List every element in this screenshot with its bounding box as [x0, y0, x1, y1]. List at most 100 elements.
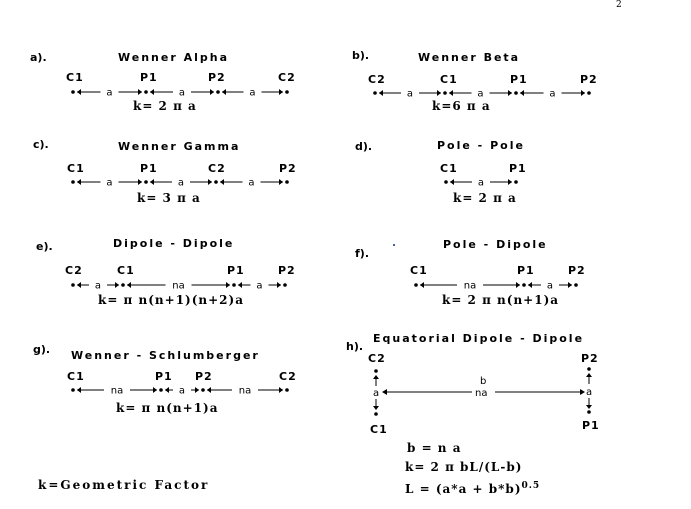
arrow-left-icon: [450, 179, 454, 185]
electrode-label: P2: [279, 162, 297, 175]
electrode-label: P2: [580, 73, 598, 86]
arrow-left-icon: [150, 89, 154, 95]
arrow-right-icon: [437, 90, 441, 96]
spacing-label: a: [478, 178, 484, 189]
electrode-label: C1: [67, 162, 85, 175]
electrode-dot: [444, 180, 448, 184]
electrode-dot: [285, 388, 289, 392]
equation-k: k= 2 π bL/(L-b): [405, 460, 523, 474]
arrow-right-icon: [516, 282, 520, 288]
panel-title: Pole - Pole: [437, 139, 525, 152]
electrode-dot: [374, 412, 378, 416]
arrow-right-icon: [279, 89, 283, 95]
arrow-left-icon: [127, 282, 131, 288]
arrow-right-icon: [508, 90, 512, 96]
arrow-right-icon: [568, 282, 572, 288]
electrode-dot: [121, 283, 125, 287]
electrode-label: P1: [510, 73, 528, 86]
electrode-dot: [514, 91, 518, 95]
spacing-label: a: [407, 89, 413, 100]
arrow-left-icon: [150, 179, 154, 185]
k-formula: k= 2 π n(n+1)a: [442, 293, 560, 307]
electrode-label: C2: [368, 73, 386, 86]
spacing-label: a: [178, 178, 184, 189]
panel-letter: f).: [355, 247, 369, 260]
electrode-dot: [443, 91, 447, 95]
panel-title: Wenner Beta: [418, 51, 521, 64]
electrode-label: P1: [155, 370, 173, 383]
arrow-left-icon: [77, 387, 81, 393]
k-formula: k= 3 π a: [137, 191, 201, 205]
arrow-right-icon: [208, 179, 212, 185]
electrode-dot: [216, 90, 220, 94]
electrode-dot: [522, 283, 526, 287]
spacing-label: a: [95, 281, 101, 292]
electrode-dot: [71, 180, 75, 184]
electrode-dot: [144, 90, 148, 94]
panel-title: Wenner - Schlumberger: [71, 349, 260, 362]
arrow-right-icon: [279, 387, 283, 393]
equation-l-exponent: 0.5: [521, 481, 541, 491]
electrode-label: C2: [208, 162, 226, 175]
electrode-label: C1: [440, 162, 458, 175]
panel-letter: d).: [355, 140, 373, 153]
arrow-left-icon: [449, 90, 453, 96]
spacing-label: na: [111, 386, 123, 397]
spacing-label: a: [249, 88, 255, 99]
panel-title: Pole - Dipole: [443, 238, 548, 251]
electrode-label: P1: [582, 419, 600, 432]
electrode-dot: [232, 283, 236, 287]
arrow-left-icon: [238, 282, 242, 288]
electrode-label: C2: [368, 352, 386, 365]
panel-title: Dipole - Dipole: [113, 237, 235, 250]
electrode-dot: [285, 180, 289, 184]
spacing-label: a: [179, 88, 185, 99]
k-formula: k= 2 π a: [453, 191, 517, 205]
equation-l: L = (a*a + b*b)0.5: [405, 481, 540, 496]
arrow-left-icon: [165, 387, 169, 393]
electrode-dot: [71, 90, 75, 94]
arrow-right-icon: [508, 179, 512, 185]
k-formula: k= π n(n+1)(n+2)a: [98, 293, 244, 307]
spacing-label: a: [547, 281, 553, 292]
electrode-dot: [71, 388, 75, 392]
arrow-right-icon: [581, 90, 585, 96]
electrode-dot: [373, 91, 377, 95]
spacing-label: na: [239, 386, 251, 397]
spacing-label: na: [172, 281, 184, 292]
arrow-left-icon: [379, 90, 383, 96]
electrode-dot: [71, 283, 75, 287]
stray-mark: [393, 244, 395, 246]
electrode-label: C1: [410, 264, 428, 277]
electrode-label: P1: [509, 162, 527, 175]
spacing-label: a: [477, 89, 483, 100]
electrode-dot: [514, 180, 518, 184]
electrode-dot: [214, 180, 218, 184]
spacing-label: a: [373, 388, 379, 399]
k-formula: k= π n(n+1)a: [116, 401, 219, 415]
electrode-label: P2: [195, 370, 213, 383]
electrode-label: P2: [278, 264, 296, 277]
electrode-dot: [144, 180, 148, 184]
electrode-dot: [587, 91, 591, 95]
arrow-right-icon: [226, 282, 230, 288]
spacing-label: a: [106, 178, 112, 189]
electrode-dot: [374, 369, 378, 373]
arrow-right-icon: [210, 89, 214, 95]
electrode-label: C1: [440, 73, 458, 86]
arrow-right-icon: [279, 179, 283, 185]
electrode-label: P1: [227, 264, 245, 277]
panel-letter: h).: [346, 340, 364, 353]
electrode-label: P1: [517, 264, 535, 277]
spacing-label: a: [256, 281, 262, 292]
electrode-label: C1: [67, 370, 85, 383]
arrow-left-icon: [528, 282, 532, 288]
panel-letter: c).: [33, 138, 49, 151]
electrode-dot: [201, 388, 205, 392]
spacing-label: a: [179, 386, 185, 397]
